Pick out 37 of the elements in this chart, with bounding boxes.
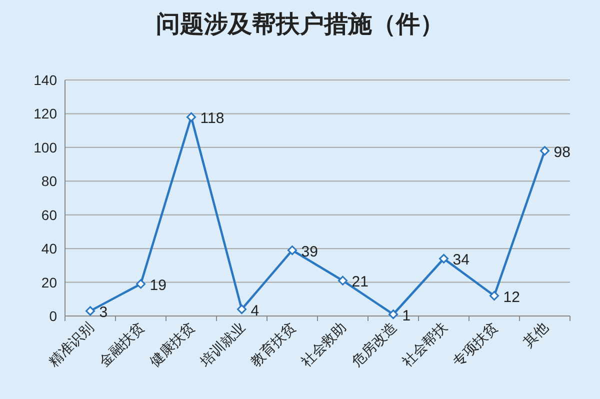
point — [388, 310, 398, 320]
point — [490, 291, 499, 301]
point — [439, 254, 448, 264]
y-tick-label: 100 — [34, 139, 58, 156]
y-tick-label: 20 — [41, 274, 58, 290]
x-tick-label: 教育扶贫 — [247, 318, 298, 370]
data-label: 1 — [402, 307, 411, 324]
y-tick-label: 40 — [41, 240, 58, 257]
data-label: 4 — [250, 302, 260, 320]
point — [338, 276, 348, 286]
point — [186, 112, 196, 122]
data-label: 39 — [301, 243, 318, 260]
y-tick-label: 0 — [49, 308, 58, 324]
x-tick-label: 危房改造 — [348, 318, 400, 370]
y-tick-label: 120 — [34, 106, 58, 122]
data-label: 21 — [352, 274, 368, 291]
data-label: 98 — [554, 144, 570, 161]
data-label: 34 — [452, 252, 470, 269]
point — [86, 306, 95, 316]
data-label: 3 — [99, 304, 108, 321]
data-label: 19 — [150, 276, 166, 294]
data-label: 12 — [503, 288, 520, 306]
point — [540, 146, 550, 156]
data-label: 118 — [200, 110, 224, 128]
x-tick-label: 健康扶贫 — [146, 318, 198, 370]
point — [237, 304, 246, 314]
y-tick-label: 60 — [41, 206, 58, 223]
x-tick-label: 社会救助 — [298, 318, 349, 370]
y-tick-label: 140 — [34, 72, 58, 88]
point — [288, 246, 297, 256]
x-tick-label: 专项扶贫 — [449, 318, 500, 370]
x-tick-label: 培训就业 — [196, 318, 248, 370]
point — [136, 279, 146, 289]
chart-title: 问题涉及帮扶户措施（件） — [156, 11, 444, 38]
x-tick-label: 金融扶贫 — [96, 318, 147, 370]
y-tick-label: 80 — [41, 173, 58, 190]
x-tick-label: 其他 — [520, 318, 551, 350]
